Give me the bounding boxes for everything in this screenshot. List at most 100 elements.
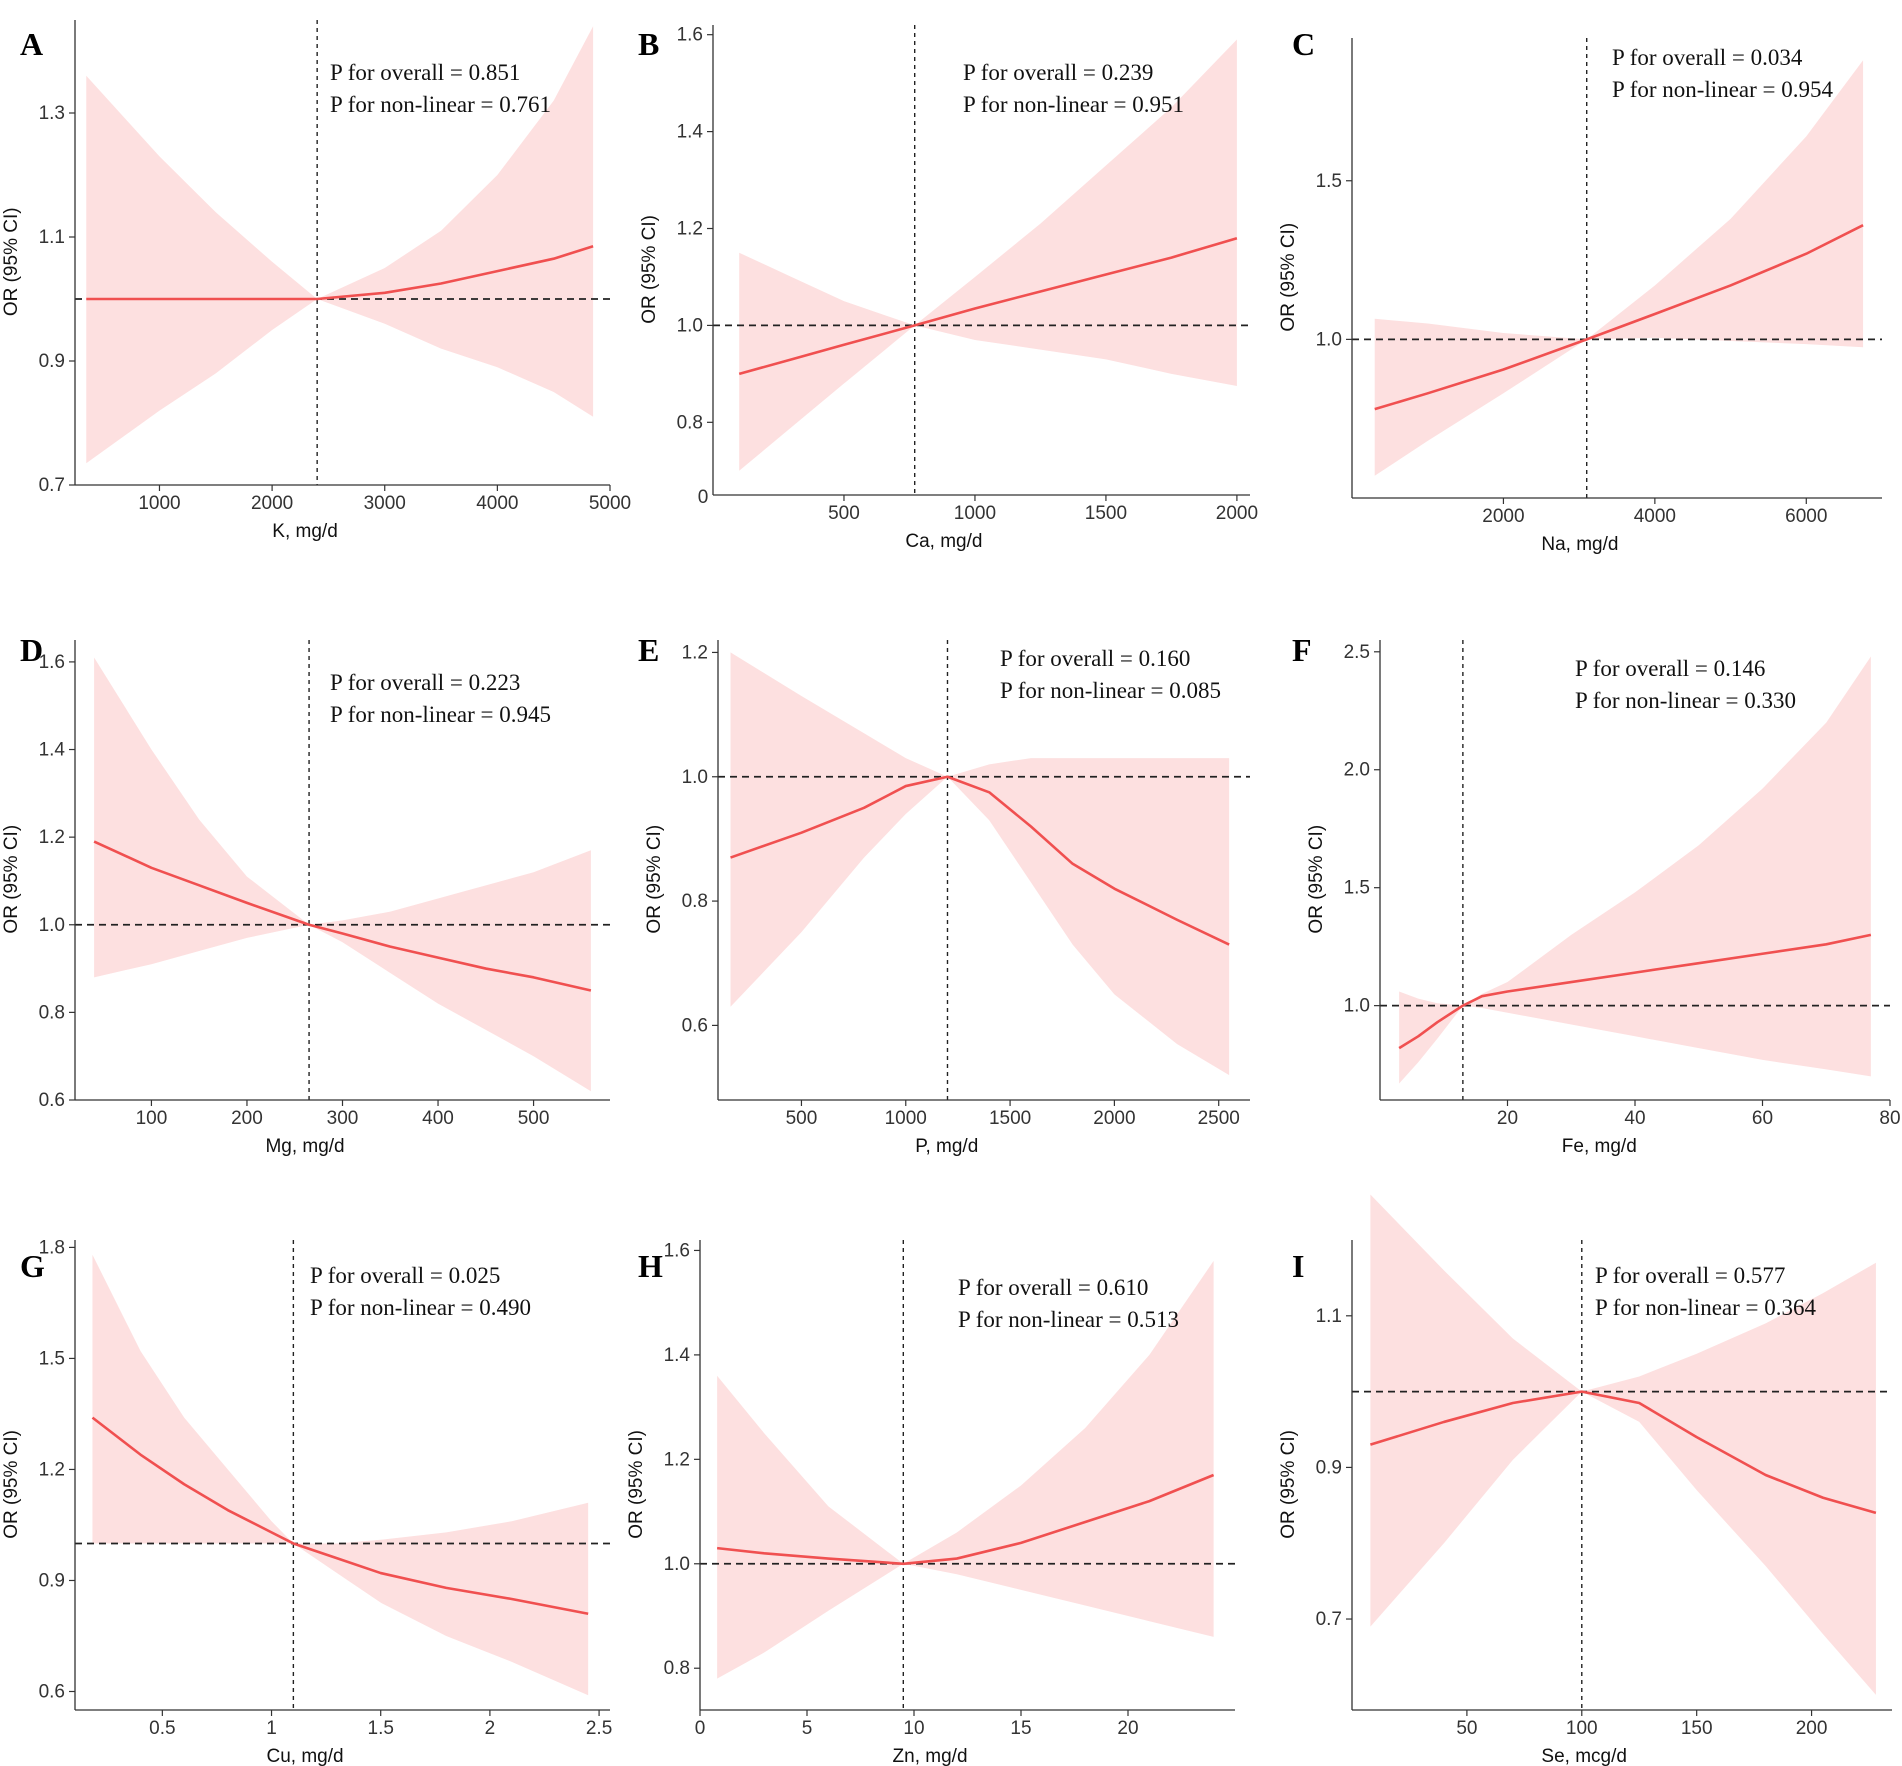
y-tick-label: 1.6 xyxy=(664,1240,690,1261)
x-tick-label: 40 xyxy=(1624,1108,1645,1129)
y-tick-label: 0.9 xyxy=(1316,1457,1342,1478)
panel-letter: H xyxy=(638,1248,663,1284)
x-tick-label: 80 xyxy=(1879,1108,1900,1129)
ci-band xyxy=(86,26,594,464)
y-tick-label: 1.1 xyxy=(39,227,65,248)
y-tick-label: 0.8 xyxy=(682,891,708,912)
p-overall-text: P for overall = 0.851 xyxy=(330,60,520,85)
panel-d: D 100 200 300 400 500 0.6 0.8 1.0 1.2 1.4 1.6 Mg, mg… xyxy=(1,632,610,1157)
x-tick-label: 5 xyxy=(802,1718,813,1739)
x-tick-label: 0.5 xyxy=(149,1718,175,1739)
x-tick-label: 2000 xyxy=(1482,506,1524,527)
y-tick-label: 0.8 xyxy=(39,1002,65,1023)
x-axis-label: Na, mg/d xyxy=(1541,534,1618,555)
x-tick-label: 1 xyxy=(266,1718,277,1739)
x-tick-label: 10 xyxy=(903,1718,924,1739)
x-tick-label: 1.5 xyxy=(368,1718,394,1739)
y-tick-label: 0.6 xyxy=(682,1015,708,1036)
or-curve xyxy=(730,775,1230,946)
x-tick-label: 6000 xyxy=(1785,506,1827,527)
x-tick-label: 1000 xyxy=(954,503,996,524)
p-nonlinear-text: P for non-linear = 0.945 xyxy=(330,702,551,727)
x-origin-label: 0 xyxy=(698,487,709,508)
x-tick-label: 20 xyxy=(1497,1108,1518,1129)
x-tick-label: 4000 xyxy=(1634,506,1676,527)
y-axis-label: OR (95% CI) xyxy=(1278,223,1299,332)
x-tick-label: 1000 xyxy=(885,1108,927,1129)
x-tick-label: 1000 xyxy=(138,493,180,514)
y-tick-label: 1.2 xyxy=(682,642,708,663)
y-tick-label: 0.8 xyxy=(677,412,703,433)
panel-letter: G xyxy=(20,1248,45,1284)
p-overall-text: P for overall = 0.239 xyxy=(963,60,1153,85)
y-tick-label: 1.0 xyxy=(682,767,708,788)
ci-band xyxy=(739,39,1237,471)
x-tick-label: 20 xyxy=(1117,1718,1138,1739)
y-axis-label: OR (95% CI) xyxy=(626,1430,647,1539)
y-tick-label: 1.8 xyxy=(39,1237,65,1258)
panel-letter: B xyxy=(638,26,659,62)
y-tick-label: 1.5 xyxy=(1344,878,1370,899)
y-tick-label: 1.4 xyxy=(664,1345,691,1366)
ci-band xyxy=(730,652,1230,1076)
y-tick-label: 1.2 xyxy=(39,827,65,848)
p-nonlinear-text: P for non-linear = 0.490 xyxy=(310,1295,531,1320)
x-tick-label: 4000 xyxy=(476,493,518,514)
y-axis-label: OR (95% CI) xyxy=(1278,1430,1299,1539)
y-tick-label: 0.7 xyxy=(39,475,65,496)
y-tick-label: 1.6 xyxy=(677,25,703,46)
x-axis-label: Cu, mg/d xyxy=(267,1746,344,1766)
or-curve xyxy=(1369,1390,1877,1515)
x-tick-label: 400 xyxy=(422,1108,454,1129)
x-tick-label: 300 xyxy=(327,1108,359,1129)
p-nonlinear-text: P for non-linear = 0.513 xyxy=(958,1307,1179,1332)
ci-band xyxy=(717,1260,1214,1679)
or-curve xyxy=(738,236,1238,376)
ci-band xyxy=(1374,60,1864,476)
x-tick-label: 150 xyxy=(1681,1718,1713,1739)
panel-c: C 2000 4000 6000 1.0 1.5 Na, mg/d OR (95% CI) P … xyxy=(1278,26,1882,555)
p-overall-text: P for overall = 0.160 xyxy=(1000,646,1190,671)
y-tick-label: 1.4 xyxy=(39,740,66,761)
x-axis-label: Mg, mg/d xyxy=(265,1136,344,1157)
x-tick-label: 2000 xyxy=(1216,503,1258,524)
x-tick-label: 500 xyxy=(828,503,860,524)
panel-h: H 0 5 10 15 20 0.8 1.0 1.2 1.4 1.6 Zn, mg/d OR (95% … xyxy=(626,1240,1235,1766)
panel-letter: C xyxy=(1292,26,1315,62)
x-tick-label: 2500 xyxy=(1198,1108,1240,1129)
y-tick-label: 1.2 xyxy=(664,1449,690,1470)
y-axis-label: OR (95% CI) xyxy=(639,215,660,324)
panel-a: A 1000 2000 3000 4000 5000 0.7 0.9 1.1 1.3 K, mg/d… xyxy=(1,20,631,542)
x-axis-label: Zn, mg/d xyxy=(893,1746,968,1766)
y-tick-label: 1.2 xyxy=(677,219,703,240)
y-tick-label: 0.7 xyxy=(1316,1609,1342,1630)
y-axis-label: OR (95% CI) xyxy=(1,207,22,316)
or-curve xyxy=(1374,224,1864,411)
y-tick-label: 1.3 xyxy=(39,103,65,124)
y-tick-label: 1.0 xyxy=(664,1554,690,1575)
ci-band xyxy=(92,1254,589,1696)
y-axis-label: OR (95% CI) xyxy=(644,825,665,934)
x-tick-label: 500 xyxy=(518,1108,550,1129)
x-tick-label: 100 xyxy=(1566,1718,1598,1739)
y-tick-label: 1.0 xyxy=(1344,996,1370,1017)
x-tick-label: 2 xyxy=(485,1718,496,1739)
y-tick-label: 0.9 xyxy=(39,1570,65,1591)
y-axis-label: OR (95% CI) xyxy=(1,1430,22,1539)
panel-f: F 20 40 60 80 1.0 1.5 2.0 2.5 Fe, mg/d OR (95% CI)… xyxy=(1292,632,1901,1157)
y-tick-label: 0.8 xyxy=(664,1658,690,1679)
panel-letter: I xyxy=(1292,1248,1304,1284)
panel-e: E 500 1000 1500 2000 2500 0.6 0.8 1.0 1.2 P, mg/d O… xyxy=(638,632,1250,1157)
p-overall-text: P for overall = 0.223 xyxy=(330,670,520,695)
x-tick-label: 60 xyxy=(1752,1108,1773,1129)
or-curve xyxy=(716,1473,1215,1566)
p-nonlinear-text: P for non-linear = 0.364 xyxy=(1595,1295,1816,1320)
ci-band xyxy=(1370,1194,1876,1695)
ci-band xyxy=(1399,656,1871,1084)
or-curve xyxy=(91,1416,589,1616)
x-axis-label: P, mg/d xyxy=(915,1136,978,1157)
y-tick-label: 1.0 xyxy=(1316,329,1342,350)
y-tick-label: 1.0 xyxy=(39,915,65,936)
y-axis-label: OR (95% CI) xyxy=(1,825,22,934)
